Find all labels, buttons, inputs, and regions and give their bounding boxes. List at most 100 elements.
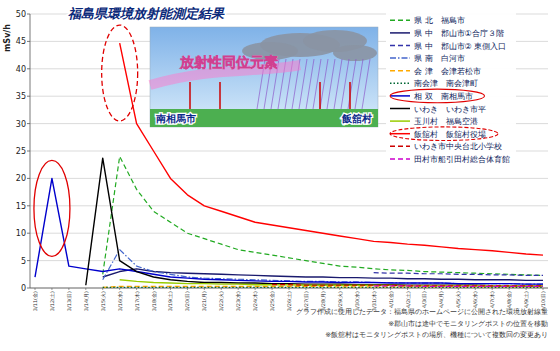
x-tick <box>187 288 188 290</box>
legend-swatch <box>390 133 410 135</box>
legend-label: 玉川村 福島空港 <box>414 117 478 126</box>
y-tick-label: 30 <box>16 120 26 129</box>
x-tick-label: 3/24(木) <box>252 291 258 311</box>
legend-label: いわき市中央台北小学校 <box>414 142 502 151</box>
x-tick-label: 3/20(日) <box>184 291 190 311</box>
x-tick-label: 4/8(金) <box>506 291 512 308</box>
legend: 県 北 福島市県 中 郡山市①合庁３階県 中 郡山市② 東側入口県 南 白河市会… <box>386 10 516 165</box>
legend-label: 田村市船引田村総合体育館 <box>414 155 510 164</box>
legend-swatch <box>390 108 410 110</box>
rain <box>362 59 370 109</box>
series-line <box>86 158 543 286</box>
x-tick <box>289 288 290 290</box>
x-tick-label: 3/21(月) <box>201 291 207 311</box>
y-tick <box>27 233 30 234</box>
x-tick-label: 3/14(月) <box>83 291 89 311</box>
y-tick-label: 35 <box>16 92 26 101</box>
y-tick <box>27 41 30 42</box>
rain <box>334 59 342 109</box>
x-tick <box>458 288 459 290</box>
x-tick <box>68 288 69 290</box>
x-tick-label: 3/25(金) <box>269 291 275 311</box>
rain <box>348 59 356 109</box>
x-tick-label: 3/12(土) <box>49 291 55 311</box>
series-line <box>120 43 543 255</box>
legend-label: 会 津 会津若松市 <box>414 67 481 76</box>
legend-swatch <box>390 120 410 122</box>
x-tick-label: 4/5(火) <box>455 291 461 308</box>
y-tick-label: 40 <box>16 65 26 74</box>
ground <box>150 109 378 127</box>
legend-swatch <box>390 95 410 97</box>
deposition-arrow <box>349 82 351 109</box>
x-tick-label: 4/2(土) <box>405 291 411 308</box>
highlight <box>102 25 138 121</box>
x-tick-label: 3/17(木) <box>134 291 140 311</box>
x-tick-label: 3/11(金) <box>32 291 38 311</box>
y-tick <box>27 68 30 69</box>
y-tick-label: 10 <box>16 229 26 238</box>
x-tick <box>526 288 527 290</box>
legend-swatch <box>390 146 410 148</box>
legend-swatch <box>390 45 410 47</box>
x-tick <box>509 288 510 290</box>
x-tick <box>85 288 86 290</box>
x-tick-label: 3/22(火) <box>218 291 224 311</box>
x-tick <box>119 288 120 290</box>
y-tick-label: 15 <box>16 202 26 211</box>
x-tick <box>492 288 493 290</box>
illustration <box>150 27 378 127</box>
x-tick <box>153 288 154 290</box>
series-line <box>103 156 543 275</box>
y-tick-label: 0 <box>21 284 26 293</box>
annotation: 飯舘村 <box>341 113 372 124</box>
legend-highlight <box>390 127 498 141</box>
rain <box>313 59 321 109</box>
y-tick-label: 25 <box>16 147 26 156</box>
x-tick-label: 4/7(木) <box>489 291 495 308</box>
legend-label: 県 南 白河市 <box>414 54 465 63</box>
y-tick <box>27 96 30 97</box>
legend-swatch <box>390 20 410 22</box>
x-tick <box>51 288 52 290</box>
cloud <box>333 45 377 61</box>
rain <box>306 59 314 109</box>
y-tick <box>27 205 30 206</box>
x-tick-label: 3/18(金) <box>151 291 157 311</box>
y-tick <box>27 14 30 15</box>
legend-label: 県 中 郡山市①合庁３階 <box>414 29 504 38</box>
x-tick-label: 3/16(水) <box>117 291 123 311</box>
plot-area <box>35 43 543 287</box>
background <box>0 0 560 351</box>
y-tick-label: 45 <box>16 37 26 46</box>
x-tick <box>221 288 222 290</box>
grid-line <box>30 205 548 206</box>
x-tick <box>424 288 425 290</box>
highlight <box>34 160 70 256</box>
title: 福島県環境放射能測定結果 <box>68 6 225 21</box>
x-tick <box>102 288 103 290</box>
y-tick-label: 50 <box>16 10 26 19</box>
x-tick <box>35 288 36 290</box>
y-tick-label: 5 <box>21 257 26 266</box>
x-tick <box>204 288 205 290</box>
x-tick <box>136 288 137 290</box>
rain <box>327 59 335 109</box>
series-line <box>272 285 543 286</box>
x-tick-label: 4/1(金) <box>388 291 394 308</box>
x-tick <box>305 288 306 290</box>
deposition-arrow <box>189 82 191 109</box>
x-tick <box>255 288 256 290</box>
grid-line <box>30 178 548 179</box>
annotation: 放射性同位元素 <box>179 54 278 70</box>
legend-label: 飯舘村 飯舘村役場 <box>414 130 486 139</box>
legend-swatch <box>390 83 410 85</box>
x-tick-label: 3/26(土) <box>286 291 292 311</box>
series-line <box>374 285 543 287</box>
y-tick <box>27 123 30 124</box>
sky <box>150 27 378 127</box>
legend-swatch <box>390 70 410 72</box>
y-tick <box>27 288 30 289</box>
y-tick <box>27 178 30 179</box>
deposition-arrow <box>319 82 321 109</box>
